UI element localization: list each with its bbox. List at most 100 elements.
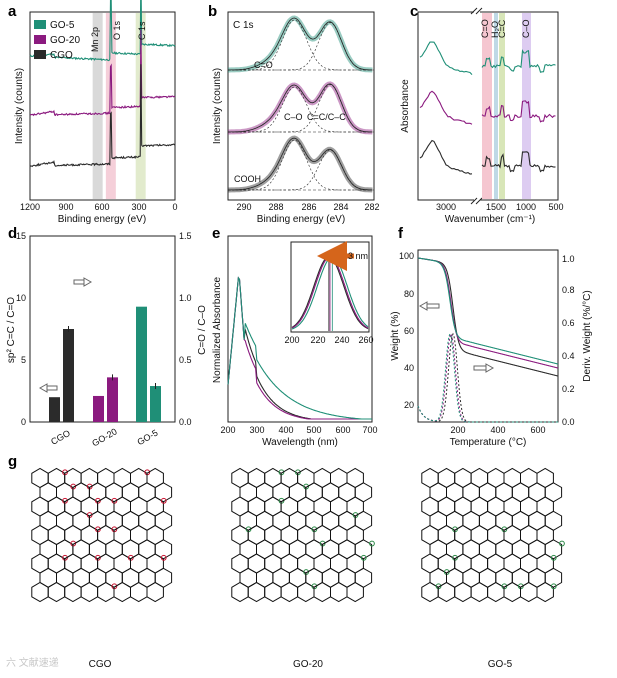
legend-label-cgo: CGO	[50, 50, 73, 61]
d-ytick-15: 15	[16, 231, 26, 241]
a-ylabel: Intensity (counts)	[14, 68, 25, 144]
d-ytick-5: 5	[21, 355, 26, 365]
c-xtick-1000: 1000	[516, 202, 536, 212]
g-label-go5: GO-5	[488, 659, 513, 670]
panel-c-frame	[417, 11, 559, 201]
f-ytick-100: 100	[399, 251, 414, 261]
f-y2tick-02: 0.2	[562, 384, 575, 394]
g-ring	[313, 581, 331, 603]
g-functional-group	[360, 554, 367, 561]
a-line-GO-5	[29, 0, 176, 62]
panel-a-letter: a	[8, 3, 17, 20]
a-xtick-1200: 1200	[20, 202, 40, 212]
g-ring	[264, 581, 282, 603]
panel-c-letter: c	[410, 3, 418, 20]
f-xtick-400: 400	[490, 425, 505, 435]
f-xlabel: Temperature (°C)	[450, 437, 527, 448]
d-y2tick-0: 0.0	[179, 417, 192, 427]
c-line-right-CGO	[481, 151, 556, 173]
c-axis-break-gap	[474, 8, 480, 204]
b-xtick-282: 282	[364, 202, 379, 212]
f-deriv-GO-5	[417, 332, 558, 423]
d-ytick-0: 0	[21, 417, 26, 427]
panel-e-letter: e	[212, 225, 220, 242]
d-bar-left-CGO	[49, 397, 60, 422]
legend-swatch-go20	[34, 35, 46, 44]
g-ring	[130, 581, 148, 603]
b-xtick-290: 290	[236, 202, 251, 212]
a-xtick-300: 300	[131, 202, 146, 212]
panel-a-peak-labels: Mn 2p O 1s C 1s	[90, 20, 147, 52]
b-xtick-288: 288	[268, 202, 283, 212]
c-ylabel: Absorbance	[400, 79, 411, 133]
g-ring	[64, 581, 82, 603]
f-xtick-600: 600	[530, 425, 545, 435]
panel-a-lines	[29, 0, 176, 168]
a-xtick-900: 900	[58, 202, 73, 212]
g-ring	[487, 581, 505, 603]
d-bar-right-GO-20	[107, 377, 118, 422]
f-weight-CGO	[417, 257, 559, 377]
e-ylabel: Normalized Absorbance	[212, 276, 223, 383]
b-xlabel: Binding energy (eV)	[257, 214, 345, 225]
panel-f-xticks: 200 400 600	[450, 425, 545, 435]
g-functional-group	[550, 583, 557, 590]
g-ring	[80, 581, 99, 603]
c-line-right-GO-20	[481, 100, 556, 123]
panel-f-letter: f	[398, 225, 404, 242]
d-bar-right-CGO	[63, 329, 74, 422]
b-comp2-GO-5	[228, 22, 373, 71]
g-functional-group	[559, 540, 565, 547]
e-xtick-600: 600	[335, 425, 350, 435]
peak-label-o1s: O 1s	[112, 20, 122, 40]
g-ring	[280, 581, 299, 603]
panel-d: d 0 5 10 15 0.0 0.5 1.0 1.5 CGO GO-20 GO…	[6, 225, 208, 448]
c-bands	[482, 13, 531, 199]
panel-a-xticks: 1200 900 600 300 0	[20, 202, 178, 212]
f-ytick-40: 40	[404, 363, 414, 373]
f-ytick-20: 20	[404, 400, 414, 410]
g-ring	[503, 581, 521, 603]
g-functional-group	[160, 497, 167, 504]
b-ann-co-double: C=O	[254, 60, 273, 70]
panel-a-frame	[29, 11, 176, 201]
f-deriv-GO-20	[417, 332, 558, 423]
g-ring	[31, 581, 49, 603]
d-xtick-go20: GO-20	[90, 426, 118, 448]
g-ring	[47, 581, 66, 603]
d-xtick-cgo: CGO	[49, 428, 72, 447]
g-structure-2	[421, 467, 565, 603]
f-ytick-80: 80	[404, 289, 414, 299]
d-bar-left-GO-20	[93, 395, 104, 422]
g-ring	[454, 581, 472, 603]
panel-c-lines	[419, 41, 556, 175]
a-xtick-600: 600	[94, 202, 109, 212]
b-ylabel: Intensity (counts)	[212, 68, 223, 144]
e-xtick-300: 300	[249, 425, 264, 435]
c-line-left-GO-5	[419, 41, 473, 75]
g-ring	[146, 581, 164, 603]
f-y2tick-06: 0.6	[562, 318, 575, 328]
g-ring	[536, 581, 554, 603]
panel-d-letter: d	[8, 225, 17, 242]
f-ylabel: Weight (%)	[390, 311, 401, 360]
e-xtick-700: 700	[362, 425, 377, 435]
d-ylabel: sp² C=C / C=O	[6, 297, 17, 363]
e-xtick-500: 500	[306, 425, 321, 435]
g-ring	[231, 581, 249, 603]
d-y2tick-15: 1.5	[179, 231, 192, 241]
d-y2tick-05: 0.5	[179, 355, 192, 365]
g-functional-group	[369, 540, 375, 547]
watermark: 六 文献速递	[6, 658, 59, 669]
b-ann-cc: C=C/C–C	[307, 112, 346, 122]
d-axis-arrows	[38, 277, 93, 393]
e-line-GO-5	[227, 276, 372, 420]
panel-d-bars	[49, 306, 161, 422]
b-title: C 1s	[233, 20, 254, 31]
f-y2tick-04: 0.4	[562, 351, 575, 361]
panel-g: g CGO GO-20 GO-5	[8, 453, 565, 670]
e-inset-xticks: 200 220 240 260	[284, 335, 373, 345]
b-data-GO-20	[228, 81, 373, 135]
e-xtick-200: 200	[220, 425, 235, 435]
